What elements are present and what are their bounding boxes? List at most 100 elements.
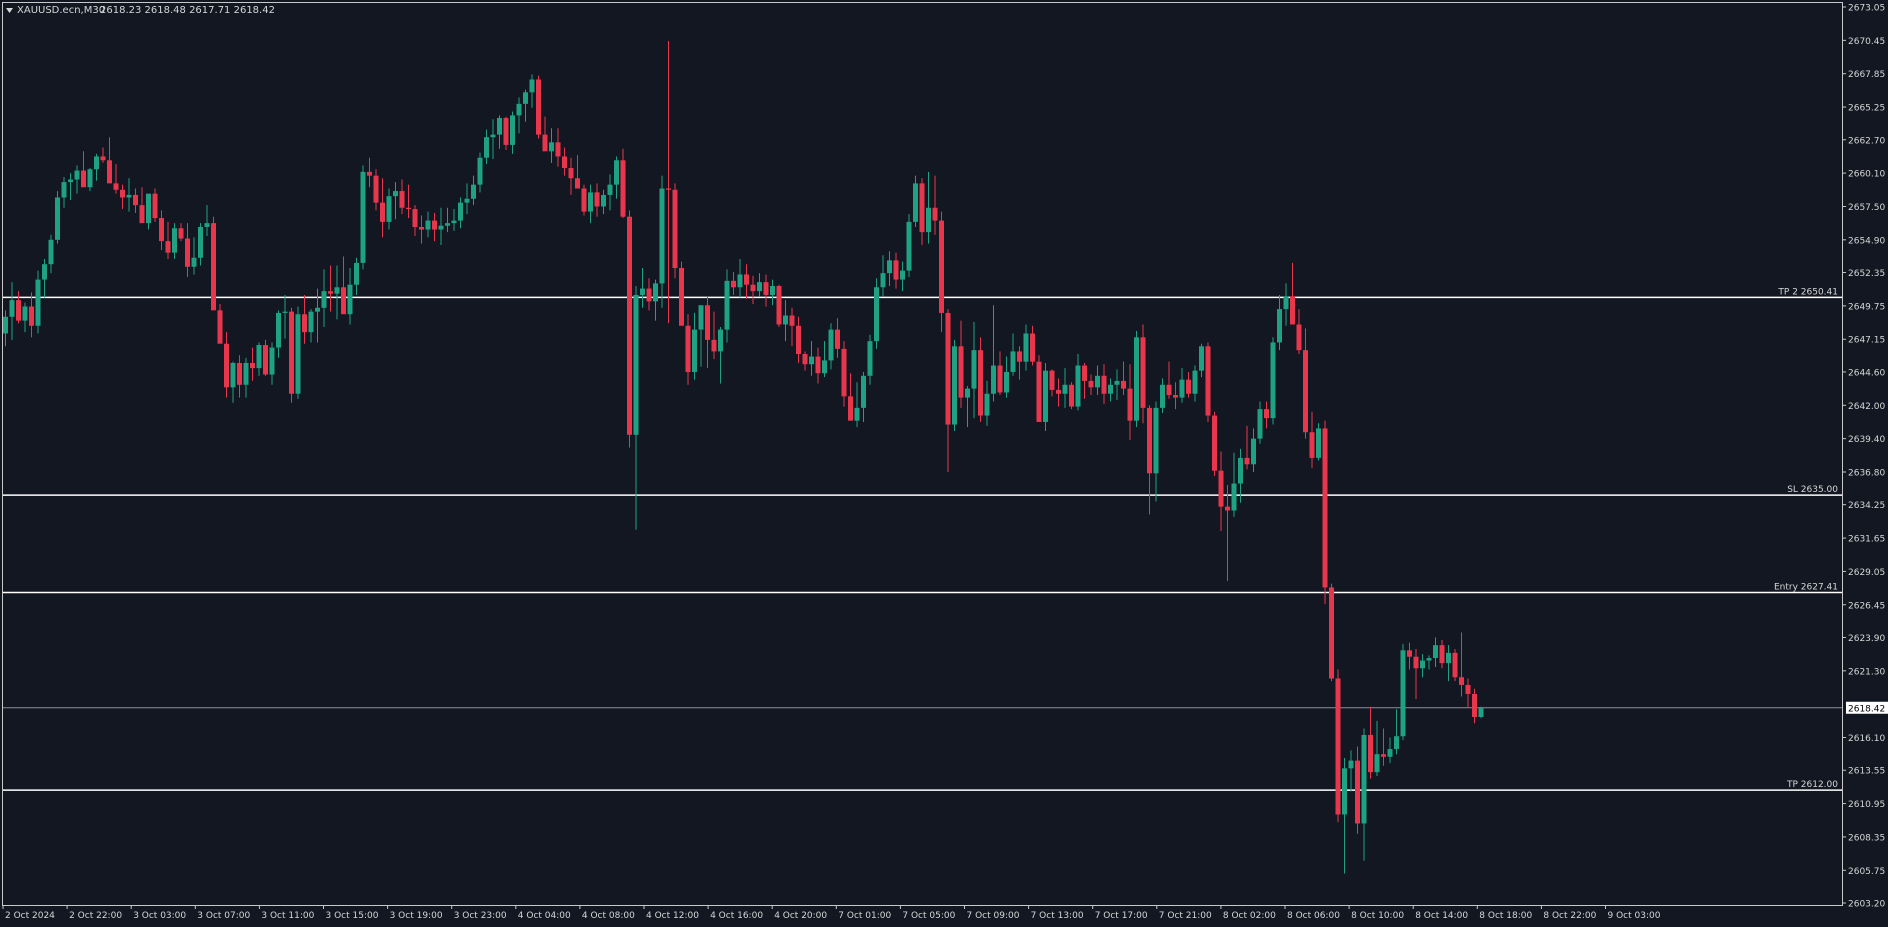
time-tick-label: 7 Oct 09:00 <box>967 911 1020 921</box>
candle <box>282 294 288 339</box>
candle <box>945 309 951 472</box>
candle-body <box>490 134 496 138</box>
candle <box>679 261 684 326</box>
candle-body <box>1127 388 1133 421</box>
candle <box>529 74 535 108</box>
candle-body <box>477 157 483 185</box>
candle-body <box>1043 370 1048 422</box>
time-tick-label: 3 Oct 23:00 <box>454 911 507 921</box>
candle-body <box>1218 470 1224 507</box>
candle <box>1257 401 1263 444</box>
candle-body <box>659 188 665 284</box>
candle-body <box>776 285 782 325</box>
candle-body <box>932 207 938 221</box>
candle-body <box>1160 384 1165 408</box>
price-axis[interactable]: 2673.05 2670.45 2667.85 2665.25 2662.70 2660.… <box>1842 4 1888 910</box>
candle-body <box>555 142 561 157</box>
candle-body <box>744 274 749 285</box>
candle-body <box>1069 384 1074 407</box>
candle <box>620 148 626 219</box>
candle-body <box>367 171 372 176</box>
candle <box>120 184 125 210</box>
candle-body <box>724 280 730 330</box>
candle-body <box>991 365 996 394</box>
candle <box>601 189 606 215</box>
candle-body <box>100 156 106 161</box>
candle <box>1010 333 1016 376</box>
candle-body <box>263 345 268 375</box>
triangle-down-icon[interactable] <box>6 8 13 13</box>
candle-body <box>224 343 229 388</box>
candle <box>1166 361 1172 399</box>
candle-body <box>1179 379 1185 398</box>
candle-body <box>1394 736 1399 750</box>
candle-body <box>510 115 515 145</box>
candle <box>575 155 580 189</box>
candle <box>490 119 496 160</box>
candle <box>1036 355 1042 422</box>
price-tick-label: 2621.30 <box>1848 667 1885 677</box>
candle-body <box>783 315 788 325</box>
candle <box>692 312 697 380</box>
candle <box>965 386 970 428</box>
candle-body <box>750 284 756 292</box>
candle-body <box>1283 296 1289 310</box>
candle <box>1186 371 1191 398</box>
candle-body <box>523 92 528 104</box>
candle-body <box>692 329 697 372</box>
candle-body <box>399 191 405 208</box>
level-label: SL 2635.00 <box>1787 485 1838 495</box>
candle-body <box>646 288 652 302</box>
candle <box>35 270 41 334</box>
candle <box>308 309 314 343</box>
candle <box>705 296 710 369</box>
candle <box>1316 423 1321 461</box>
candle-body <box>1355 760 1360 824</box>
candle-body <box>1361 734 1367 824</box>
candle-body <box>1186 379 1191 394</box>
candle-body <box>737 274 743 288</box>
candle <box>1108 378 1113 402</box>
candle <box>874 278 879 349</box>
candle <box>360 165 366 270</box>
candle <box>1179 368 1185 403</box>
candle-body <box>1433 645 1438 658</box>
candle-body <box>146 193 151 224</box>
candle-body <box>1166 384 1172 396</box>
candle <box>867 334 873 385</box>
price-tick-label: 2623.90 <box>1848 634 1885 644</box>
candle-body <box>900 270 905 280</box>
candle-body <box>3 316 8 334</box>
candle <box>458 197 463 229</box>
candle <box>672 183 678 279</box>
candle-body <box>926 207 931 233</box>
candle <box>139 187 145 224</box>
candle <box>328 265 333 312</box>
candle <box>815 347 821 384</box>
candle-body <box>1225 506 1230 511</box>
candle-body <box>796 325 801 354</box>
candle-body <box>1472 693 1477 718</box>
candle <box>1342 758 1347 874</box>
candle-body <box>568 167 574 179</box>
candle <box>776 284 782 328</box>
candle-body <box>1095 375 1100 388</box>
candle <box>217 303 223 344</box>
candle <box>497 115 502 149</box>
candle-body <box>419 226 424 230</box>
candle-body <box>315 307 320 312</box>
price-tick-label: 2642.00 <box>1848 402 1885 412</box>
candle-body <box>126 194 132 198</box>
candle <box>1296 309 1302 354</box>
candle-body <box>412 209 418 227</box>
candle <box>1413 649 1419 700</box>
candle <box>1322 420 1328 605</box>
candle-body <box>601 194 606 207</box>
candle-body <box>1082 365 1087 381</box>
candle <box>991 305 996 402</box>
candle <box>1121 361 1126 396</box>
candle-body <box>328 291 333 294</box>
candle <box>607 174 613 211</box>
